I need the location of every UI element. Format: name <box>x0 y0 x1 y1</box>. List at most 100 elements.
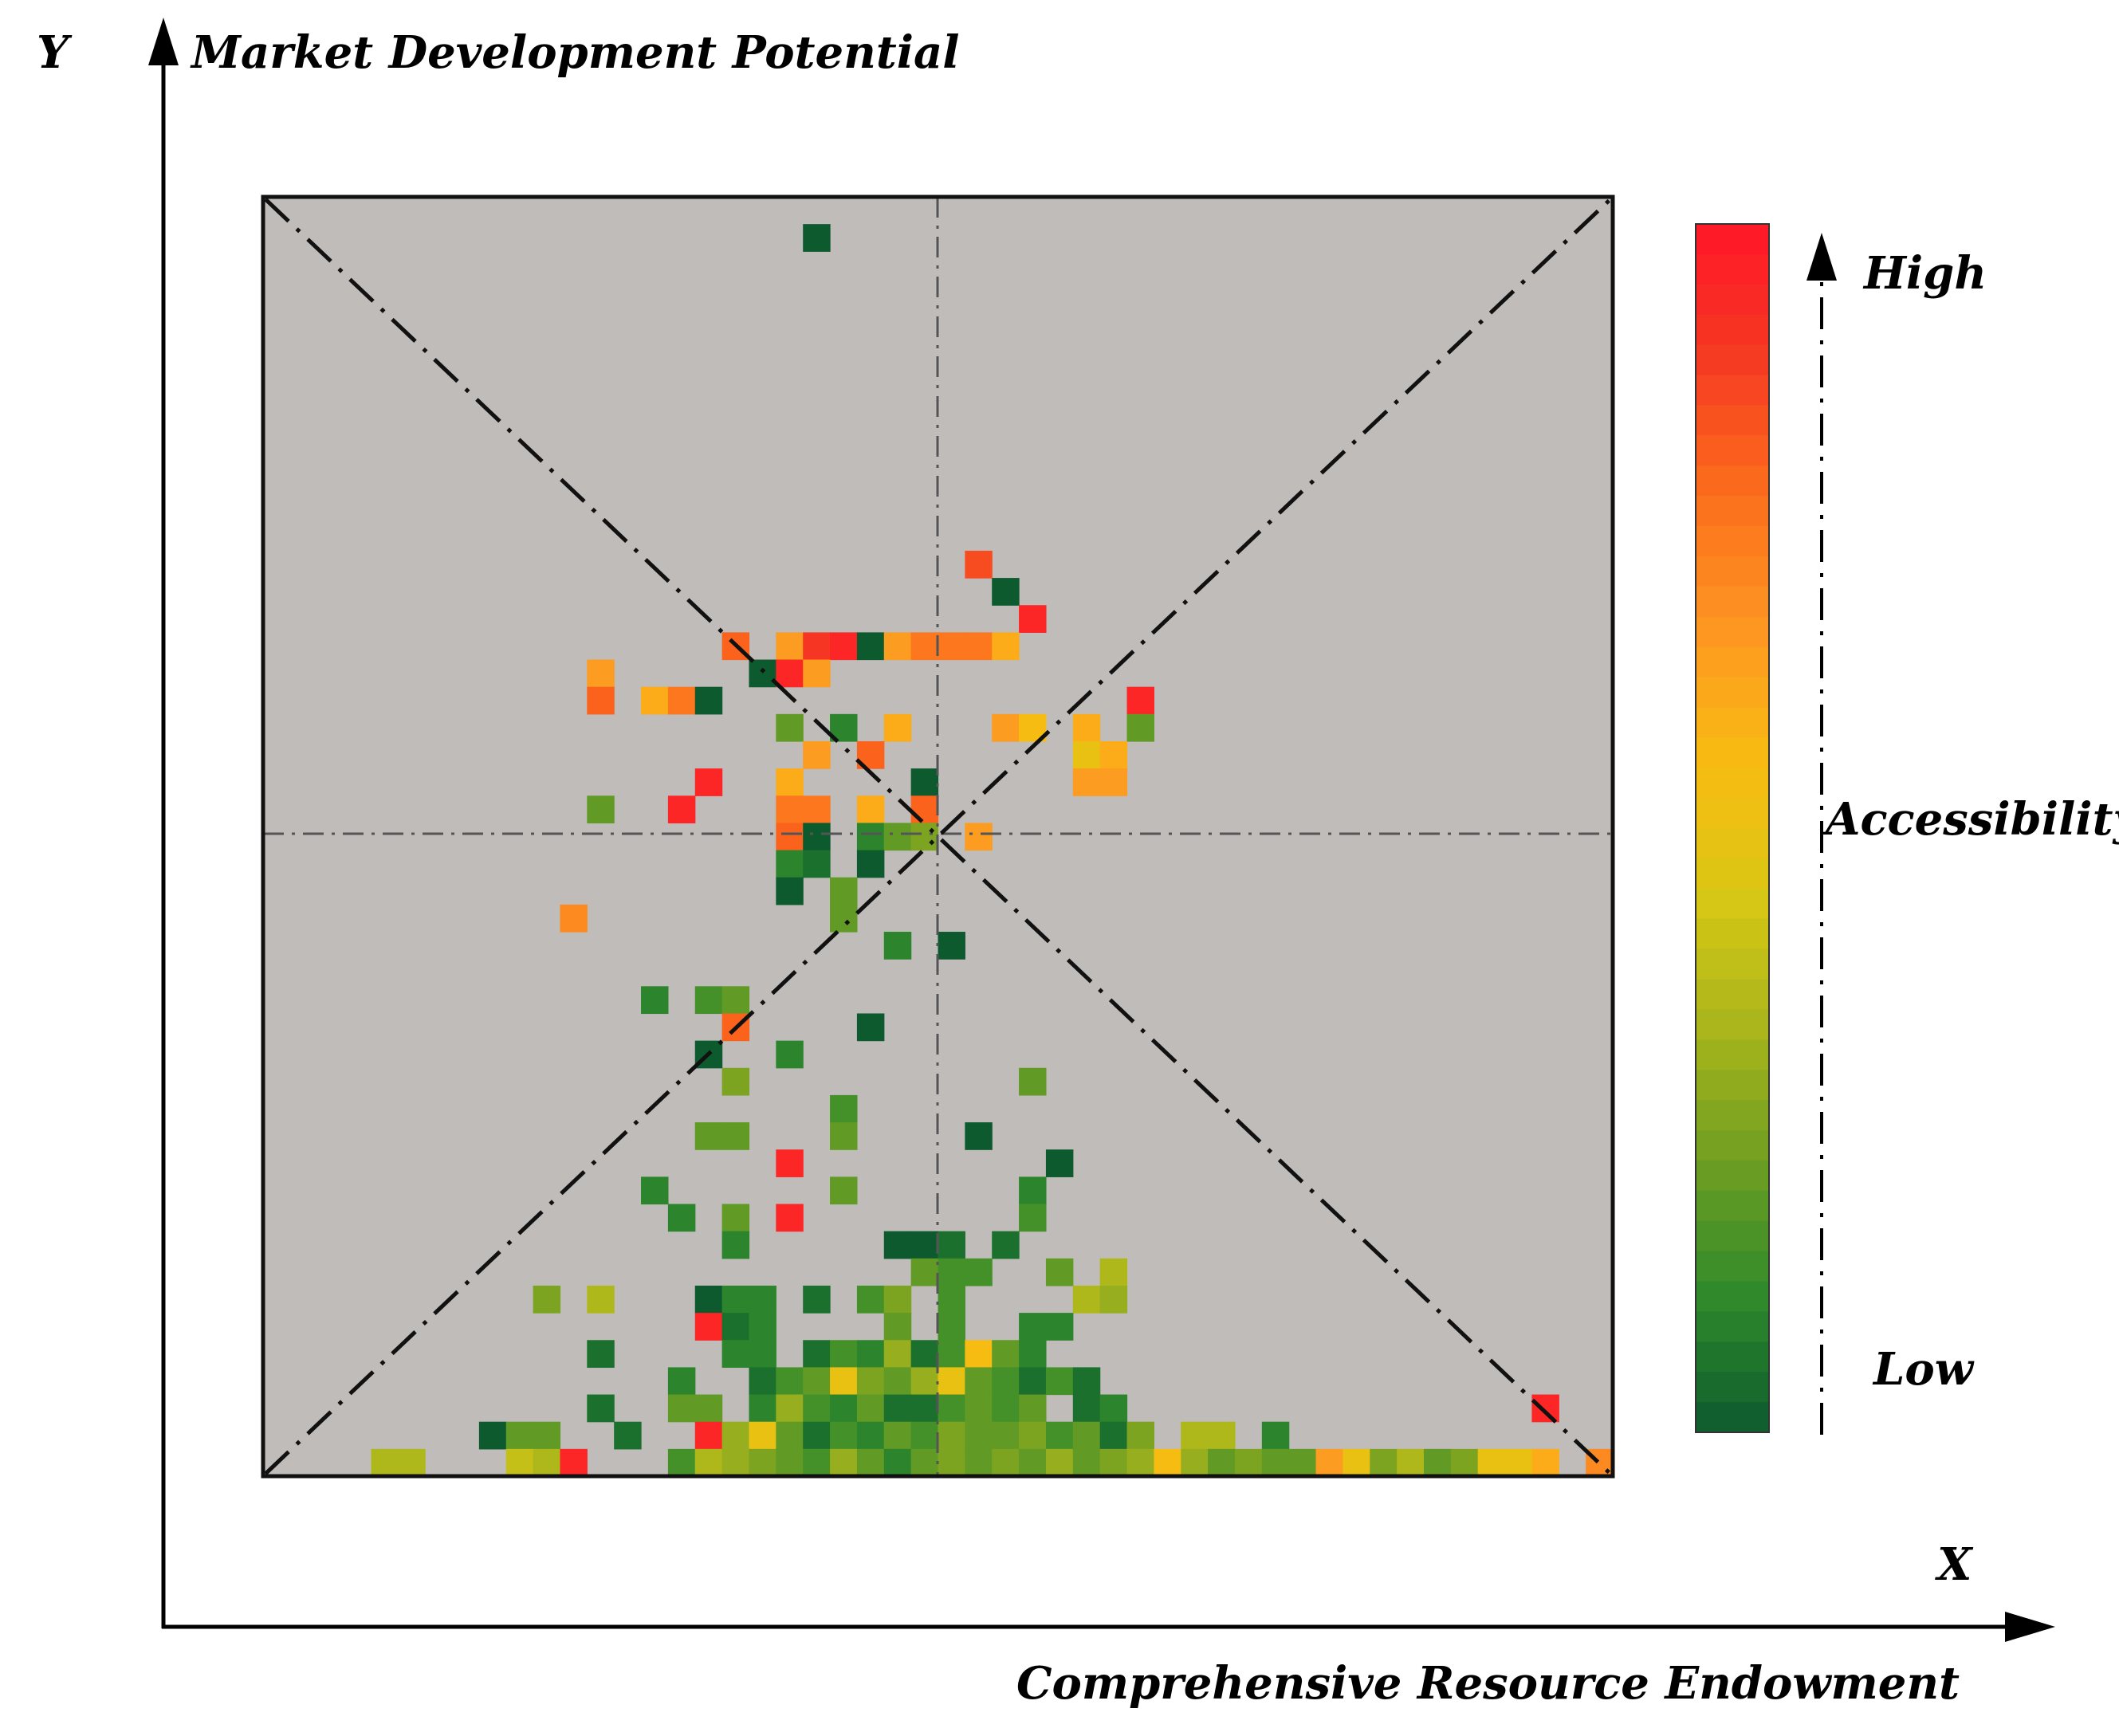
heatmap-cell <box>883 1231 912 1259</box>
heatmap-cell <box>1072 768 1101 796</box>
heatmap-cell <box>1423 1448 1452 1477</box>
heatmap-cell <box>1208 1448 1236 1477</box>
heatmap-cell <box>1019 1176 1047 1205</box>
heatmap-cell <box>803 823 831 851</box>
heatmap-cell <box>1099 1258 1128 1286</box>
heatmap-cell <box>749 1367 776 1396</box>
heatmap-cell <box>1045 1448 1074 1477</box>
heatmap-cell <box>803 740 831 769</box>
heatmap-cell <box>883 632 912 661</box>
heatmap-cell <box>830 1421 858 1450</box>
heatmap-cell <box>721 1231 750 1259</box>
legend-ramp-band <box>1696 949 1769 980</box>
heatmap-cell <box>1154 1448 1181 1477</box>
plot-frame <box>261 194 1615 1479</box>
heatmap-cell <box>883 713 912 742</box>
heatmap-cell <box>1504 1448 1533 1477</box>
heatmap-cell <box>776 1394 804 1423</box>
heatmap-cell <box>749 1285 776 1314</box>
heatmap-cell <box>938 1313 965 1341</box>
heatmap-cell <box>1288 1448 1317 1477</box>
heatmap-cell <box>505 1421 534 1450</box>
heatmap-cell <box>1477 1448 1506 1477</box>
heatmap-cell <box>694 1285 723 1314</box>
heatmap-cell <box>694 986 723 1015</box>
heatmap-cell <box>803 1340 831 1369</box>
legend-ramp-band <box>1696 737 1769 768</box>
legend-ramp-band <box>1696 858 1769 890</box>
heatmap-cell <box>910 1421 939 1450</box>
heatmap-cell <box>1208 1421 1236 1450</box>
heatmap-cell <box>776 659 804 688</box>
heatmap-cell <box>1045 1313 1074 1341</box>
heatmap-cell <box>1019 1340 1047 1369</box>
heatmap-cell <box>694 686 723 715</box>
heatmap-cell <box>1072 713 1101 742</box>
heatmap-cell <box>776 1204 804 1232</box>
heatmap-cell <box>1531 1448 1559 1477</box>
heatmap-cell <box>965 550 993 579</box>
legend-up-arrow-icon <box>1806 233 1837 281</box>
heatmap-cell <box>776 1421 804 1450</box>
heatmap-cell <box>1019 605 1047 633</box>
legend-ramp-band <box>1696 888 1769 920</box>
heatmap-cell <box>1019 1367 1047 1396</box>
legend-ramp-band <box>1696 918 1769 950</box>
legend-ramp-band <box>1696 1341 1769 1373</box>
heatmap-cell <box>533 1285 561 1314</box>
heatmap-cell <box>1045 1149 1074 1177</box>
heatmap-cell <box>992 713 1020 742</box>
heatmap-cell <box>1019 1313 1047 1341</box>
heatmap-cell <box>1019 1204 1047 1232</box>
heatmap-cell <box>560 1448 588 1477</box>
heatmap-cell <box>1343 1448 1370 1477</box>
heatmap-cell <box>667 1367 696 1396</box>
heatmap-cell <box>992 1231 1020 1259</box>
legend-ramp-band <box>1696 979 1769 1010</box>
heatmap-cell <box>965 1258 993 1286</box>
heatmap-cell <box>587 659 615 688</box>
heatmap-cell <box>965 1421 993 1450</box>
heatmap-cell <box>856 1285 885 1314</box>
heatmap-cell <box>667 795 696 824</box>
heatmap-cell <box>1045 1367 1074 1396</box>
heatmap-cell <box>721 1122 750 1150</box>
heatmap-cell <box>749 1448 776 1477</box>
legend-ramp-band <box>1696 707 1769 738</box>
heatmap-cell <box>965 823 993 851</box>
heatmap-cell <box>776 1367 804 1396</box>
heatmap-cell <box>721 1340 750 1369</box>
heatmap-cell <box>776 823 804 851</box>
heatmap-cell <box>992 1340 1020 1369</box>
legend-ramp-band <box>1696 344 1769 376</box>
heatmap-cell <box>721 1421 750 1450</box>
legend-ramp-band <box>1696 496 1769 527</box>
heatmap-cell <box>1072 740 1101 769</box>
heatmap-cell <box>910 823 939 851</box>
heatmap-cell <box>776 877 804 905</box>
heatmap-cell <box>533 1421 561 1450</box>
y-axis-arrow-icon <box>148 18 179 65</box>
legend-ramp-band <box>1696 526 1769 557</box>
heatmap-cell <box>560 904 588 933</box>
legend-ramp-band <box>1696 224 1769 255</box>
legend-ramp-band <box>1696 1070 1769 1101</box>
heatmap-cell <box>803 1285 831 1314</box>
heatmap-cell <box>965 1367 993 1396</box>
heatmap-cell <box>1019 1067 1047 1096</box>
heatmap-cell <box>1072 1394 1101 1423</box>
heatmap-cell <box>694 1421 723 1450</box>
heatmap-cell <box>1370 1448 1398 1477</box>
heatmap-cell <box>1181 1421 1209 1450</box>
legend-ramp-band <box>1696 435 1769 466</box>
heatmap-cell <box>641 686 669 715</box>
heatmap-cell <box>587 686 615 715</box>
heatmap-cell <box>992 1394 1020 1423</box>
heatmap-cell <box>694 1122 723 1150</box>
heatmap-cell <box>856 1421 885 1450</box>
heatmap-cell <box>1397 1448 1425 1477</box>
heatmap-cell <box>910 1394 939 1423</box>
heatmap-cell <box>856 823 885 851</box>
heatmap-cell <box>856 850 885 878</box>
heatmap-cell <box>803 1394 831 1423</box>
